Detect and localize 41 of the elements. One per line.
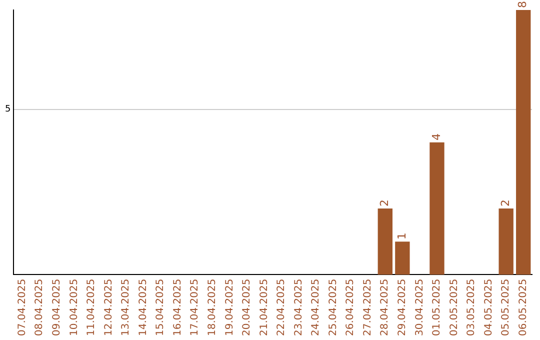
data-label: 8 — [516, 1, 530, 8]
x-tick-label: 26.04.2025 — [345, 278, 356, 336]
x-tick-label: 11.04.2025 — [86, 278, 98, 336]
x-tick-label: 15.04.2025 — [155, 278, 166, 336]
x-tick-label: 19.04.2025 — [224, 278, 236, 336]
x-tick-label: 28.04.2025 — [380, 278, 391, 336]
x-tick-label: 06.05.2025 — [518, 278, 529, 336]
x-tick-label: 01.05.2025 — [432, 278, 443, 336]
data-label: 2 — [498, 200, 512, 207]
x-tick-label: 21.04.2025 — [258, 278, 270, 336]
data-label: 4 — [430, 133, 443, 140]
x-tick-label: 17.04.2025 — [190, 278, 201, 336]
bar — [378, 208, 392, 275]
x-tick-label: 24.04.2025 — [310, 278, 322, 336]
x-tick-label: 13.04.2025 — [120, 278, 132, 336]
x-tick-label: 22.04.2025 — [276, 278, 288, 336]
bar — [498, 208, 514, 275]
x-tick-label: 25.04.2025 — [328, 278, 339, 336]
x-tick-label: 07.04.2025 — [16, 278, 28, 336]
x-tick-label: 16.04.2025 — [172, 278, 184, 336]
x-tick-label: 10.04.2025 — [68, 278, 80, 336]
x-tick-label: 23.04.2025 — [293, 278, 304, 336]
x-tick-label: 08.04.2025 — [34, 278, 46, 336]
x-tick-label: 30.04.2025 — [414, 278, 426, 336]
x-tick-label: 14.04.2025 — [138, 278, 149, 336]
bar — [430, 142, 444, 275]
bar — [395, 242, 410, 275]
y-tick-label: 5 — [4, 104, 11, 115]
x-tick-label: 02.05.2025 — [448, 278, 460, 336]
x-tick-label: 04.05.2025 — [483, 278, 494, 336]
x-tick-label: 09.04.2025 — [52, 278, 63, 336]
x-tick-label: 12.04.2025 — [103, 278, 114, 336]
x-tick-label: 03.05.2025 — [466, 278, 478, 336]
bar — [516, 10, 531, 275]
data-label: 1 — [395, 232, 408, 240]
data-label: 2 — [378, 200, 392, 207]
x-tick-label: 27.04.2025 — [362, 278, 374, 336]
x-tick-label: 18.04.2025 — [206, 278, 218, 336]
x-tick-label: 20.04.2025 — [242, 278, 253, 336]
x-tick-label: 29.04.2025 — [397, 278, 408, 336]
x-tick-label: 05.05.2025 — [500, 278, 512, 336]
